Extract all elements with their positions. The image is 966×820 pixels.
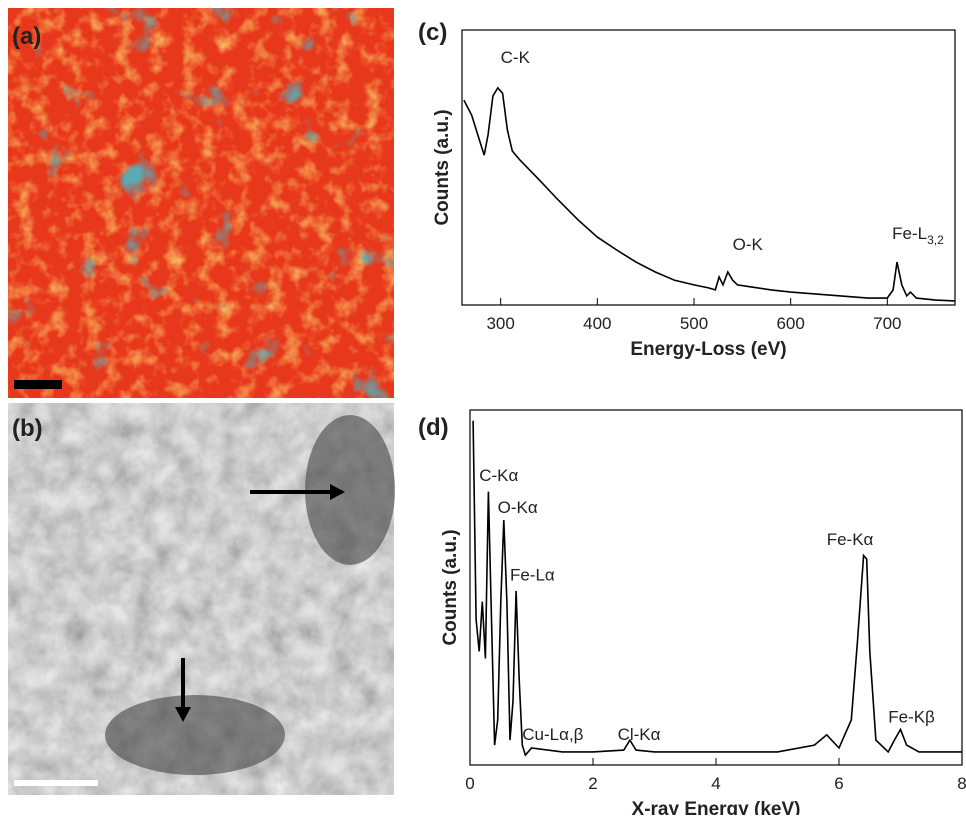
- arrow-head: [175, 707, 191, 722]
- peak-label: C-K: [501, 48, 531, 67]
- peak-label: Fe-Kα: [827, 530, 874, 549]
- panel-a-image: [8, 8, 394, 398]
- x-axis-label: Energy-Loss (eV): [630, 339, 786, 360]
- panel-label: (d): [418, 414, 449, 441]
- panel-b-image: [8, 403, 395, 795]
- peak-label-text: Fe-Kβ: [888, 707, 935, 726]
- peak-label-text: Fe-Kα: [827, 530, 874, 549]
- panel-label: (a): [12, 23, 41, 50]
- x-tick-label: 700: [873, 314, 901, 333]
- peak-label: Fe-Kβ: [888, 707, 935, 726]
- scale-bar: [14, 780, 98, 786]
- peak-label: Cu-Lα,β: [522, 725, 583, 744]
- x-axis-label: X-ray Energy (keV): [632, 799, 801, 815]
- peak-label: C-Kα: [479, 466, 518, 485]
- peak-label-text: Fe-L: [892, 224, 927, 243]
- peak-label: O-K: [733, 235, 764, 254]
- scale-bar: [14, 380, 62, 389]
- peak-label-text: Fe-Lα: [510, 565, 555, 584]
- x-tick-label: 4: [711, 774, 720, 793]
- peak-label-text: C-K: [501, 48, 531, 67]
- plot-frame: [461, 29, 956, 306]
- peak-label: O-Kα: [498, 498, 538, 517]
- peak-label: Cl-Kα: [618, 725, 661, 744]
- panel-label: (c): [418, 19, 447, 46]
- x-tick-label: 500: [680, 314, 708, 333]
- x-tick-label: 8: [957, 774, 966, 793]
- x-tick-label: 2: [588, 774, 597, 793]
- panel-label: (b): [12, 415, 43, 442]
- peak-label-text: O-Kα: [498, 498, 538, 517]
- y-axis-label: Counts (a.u.): [440, 529, 461, 645]
- x-tick-label: 300: [486, 314, 514, 333]
- peak-label: Fe-L3,2: [892, 224, 944, 247]
- x-tick-label: 600: [776, 314, 804, 333]
- peak-label: Fe-Lα: [510, 565, 555, 584]
- peak-label-text: O-K: [733, 235, 764, 254]
- arrow-head: [330, 484, 345, 500]
- spectrum-line: [472, 420, 962, 757]
- peak-label-text: Cu-Lα,β: [522, 725, 583, 744]
- x-tick-label: 6: [834, 774, 843, 793]
- x-tick-label: 400: [583, 314, 611, 333]
- peak-label-text: C-Kα: [479, 466, 518, 485]
- peak-label-sub: 3,2: [927, 233, 944, 247]
- x-tick-label: 0: [465, 774, 474, 793]
- y-axis-label: Counts (a.u.): [432, 109, 453, 225]
- peak-label-text: Cl-Kα: [618, 725, 661, 744]
- spectrum-line: [463, 86, 956, 302]
